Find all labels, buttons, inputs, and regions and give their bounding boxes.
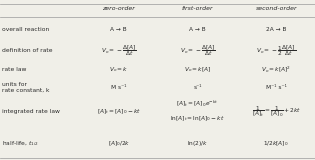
Text: $[A]_0/2k$: $[A]_0/2k$: [107, 140, 130, 148]
Text: M⁻¹ s⁻¹: M⁻¹ s⁻¹: [266, 85, 287, 90]
Text: $[A]_t = [A]_0 - kt$: $[A]_t = [A]_0 - kt$: [97, 107, 141, 116]
Text: second-order: second-order: [255, 6, 297, 11]
Text: $\ln[A]_t = \ln[A]_0 - kt$: $\ln[A]_t = \ln[A]_0 - kt$: [170, 115, 225, 123]
Text: A → B: A → B: [189, 27, 206, 32]
Text: A → B: A → B: [111, 27, 127, 32]
Text: $1/2k[A]_0$: $1/2k[A]_0$: [263, 140, 289, 148]
Text: first-order: first-order: [182, 6, 213, 11]
Text: s⁻¹: s⁻¹: [193, 85, 202, 90]
Text: integrated rate law: integrated rate law: [2, 109, 60, 114]
Text: $V_o = k[A]^2$: $V_o = k[A]^2$: [261, 65, 291, 75]
Text: $V_o = -\dfrac{\Delta[A]}{\Delta t}$: $V_o = -\dfrac{\Delta[A]}{\Delta t}$: [101, 43, 137, 58]
Text: rate law: rate law: [2, 67, 26, 72]
Text: half-life, $t_{1/2}$: half-life, $t_{1/2}$: [2, 140, 38, 148]
Text: overall reaction: overall reaction: [2, 27, 49, 32]
Text: zero-order: zero-order: [102, 6, 135, 11]
Text: $\ln(2)/k$: $\ln(2)/k$: [187, 140, 208, 148]
Text: $V_o = -\dfrac{\Delta[A]}{\Delta t}$: $V_o = -\dfrac{\Delta[A]}{\Delta t}$: [180, 43, 215, 58]
Text: $[A]_t = [A]_0 e^{-kt}$: $[A]_t = [A]_0 e^{-kt}$: [176, 98, 219, 109]
Text: $V_o = k[A]$: $V_o = k[A]$: [184, 66, 211, 74]
Text: $V_o = k$: $V_o = k$: [109, 65, 129, 74]
Text: $V_o = -\dfrac{1}{2}\dfrac{\Delta[A]}{\Delta t}$: $V_o = -\dfrac{1}{2}\dfrac{\Delta[A]}{\D…: [256, 43, 296, 58]
Text: 2A → B: 2A → B: [266, 27, 286, 32]
Text: $\dfrac{1}{[A]_t} = \dfrac{1}{[A]_0} + 2kt$: $\dfrac{1}{[A]_t} = \dfrac{1}{[A]_0} + 2…: [252, 104, 301, 119]
Text: definition of rate: definition of rate: [2, 48, 52, 53]
Text: units for
rate constant, k: units for rate constant, k: [2, 82, 49, 93]
Text: M s⁻¹: M s⁻¹: [111, 85, 127, 90]
